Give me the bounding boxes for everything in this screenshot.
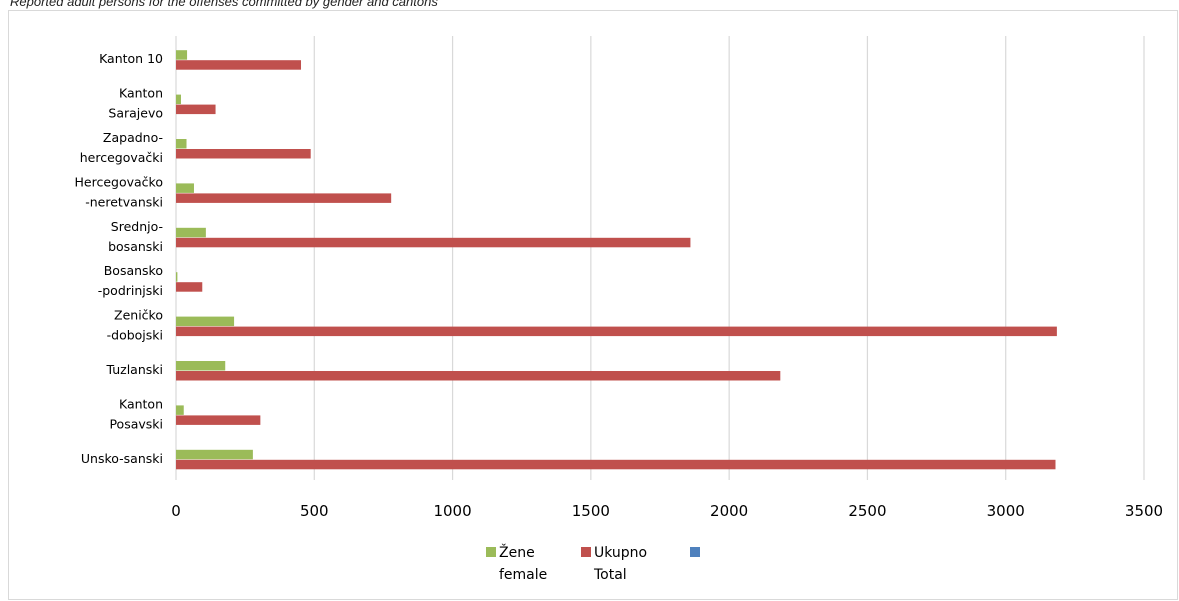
legend: Žene female Ukupno Total — [486, 543, 700, 583]
bar-female — [176, 272, 178, 282]
bar-female — [176, 227, 206, 238]
legend-swatch — [486, 547, 496, 557]
x-tick-label: 1000 — [433, 502, 471, 520]
x-tick-label: 2000 — [710, 502, 748, 520]
x-tick-label: 3000 — [987, 502, 1025, 520]
bar-female — [176, 50, 188, 60]
category-label: Zapadno- — [103, 130, 163, 145]
bar-female — [176, 361, 226, 371]
bar-female — [176, 183, 194, 193]
category-label: Sarajevo — [108, 106, 163, 121]
legend-label: Total — [593, 567, 627, 583]
x-tick-label: 2500 — [848, 502, 886, 520]
category-label: Zeničko — [114, 308, 163, 323]
x-tick-labels: 0 500 1000 1500 2000 2500 3000 3500 — [171, 502, 1163, 520]
bar-female — [176, 405, 184, 415]
bar-female — [176, 449, 253, 460]
category-label: Unsko-sanski — [81, 451, 163, 466]
x-tick-label: 0 — [171, 502, 181, 520]
bar-female — [176, 139, 187, 149]
bar-total — [176, 415, 261, 425]
category-label: Tuzlanski — [105, 362, 163, 377]
bar-total — [176, 60, 302, 70]
category-label: Posavski — [109, 416, 163, 431]
bar-total — [176, 149, 311, 159]
category-label: -dobojski — [107, 328, 163, 343]
category-label: Kanton 10 — [99, 51, 163, 66]
legend-label: Žene — [499, 543, 535, 561]
legend-label: female — [499, 567, 547, 583]
x-tick-label: 500 — [300, 502, 329, 520]
bar-total — [176, 371, 781, 381]
category-label: -podrinjski — [98, 283, 163, 298]
category-label: Bosansko — [104, 263, 163, 278]
gridlines — [175, 36, 1145, 480]
x-tick-label: 1500 — [572, 502, 610, 520]
bar-total — [176, 237, 691, 248]
x-tick-label: 3500 — [1125, 502, 1163, 520]
chart-caption: Reported adult persons for the offenses … — [10, 0, 438, 9]
chart-frame — [8, 10, 1178, 600]
category-label: Hercegovačko — [75, 174, 163, 189]
bar-female — [176, 94, 181, 105]
legend-swatch — [581, 547, 591, 557]
category-label: Kanton — [119, 86, 163, 101]
legend-label: Ukupno — [594, 545, 647, 561]
bar-total — [176, 193, 392, 203]
bar-total — [176, 326, 1057, 337]
bar-total — [176, 459, 1056, 470]
bar-total — [176, 282, 203, 292]
category-label: bosanski — [108, 239, 163, 254]
legend-swatch — [690, 547, 700, 557]
bar-female — [176, 316, 235, 327]
bar-total — [176, 104, 216, 115]
bars — [176, 50, 1057, 470]
category-label: -neretvanski — [85, 194, 163, 209]
category-label: Srednjo- — [111, 219, 163, 234]
category-labels: Kanton 10 Kanton Sarajevo Zapadno-hercegova… — [75, 51, 164, 466]
category-label: Kanton — [119, 396, 163, 411]
category-label: hercegovački — [80, 150, 163, 165]
